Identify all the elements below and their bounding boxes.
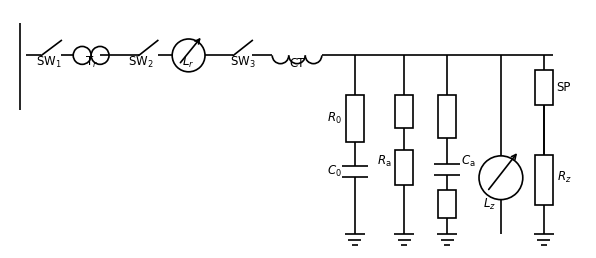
- FancyBboxPatch shape: [438, 190, 456, 217]
- Text: $R_0$: $R_0$: [327, 110, 342, 126]
- FancyBboxPatch shape: [535, 155, 552, 205]
- Text: $C_0$: $C_0$: [327, 164, 342, 179]
- FancyBboxPatch shape: [346, 95, 364, 142]
- FancyBboxPatch shape: [396, 150, 414, 185]
- Text: T$_r$: T$_r$: [85, 55, 98, 70]
- Text: $R_\mathrm{a}$: $R_\mathrm{a}$: [377, 154, 392, 169]
- Text: CT: CT: [289, 57, 305, 70]
- FancyBboxPatch shape: [438, 95, 456, 138]
- Text: $R_z$: $R_z$: [557, 170, 571, 185]
- Text: $C_\mathrm{a}$: $C_\mathrm{a}$: [461, 154, 476, 169]
- FancyBboxPatch shape: [396, 95, 414, 128]
- FancyBboxPatch shape: [535, 70, 552, 105]
- Text: SW$_2$: SW$_2$: [128, 55, 154, 70]
- Text: SP: SP: [557, 81, 571, 94]
- Text: $L_z$: $L_z$: [483, 197, 496, 212]
- Text: SW$_3$: SW$_3$: [231, 55, 256, 70]
- Text: SW$_1$: SW$_1$: [36, 55, 61, 70]
- Text: $L_r$: $L_r$: [182, 55, 195, 70]
